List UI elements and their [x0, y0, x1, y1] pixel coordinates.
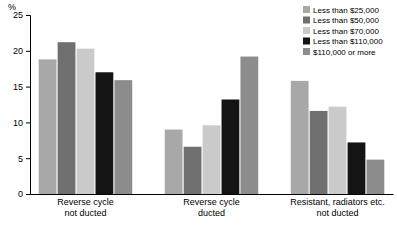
legend-swatch [303, 38, 310, 45]
legend-swatch [303, 6, 310, 13]
legend-item: Less than $50,000 [303, 16, 379, 25]
bar [329, 107, 347, 194]
legend-item: Less than $70,000 [303, 27, 379, 36]
bar [348, 142, 366, 194]
bar [291, 81, 309, 194]
legend-item: Less than $110,000 [303, 37, 383, 46]
bar [367, 160, 385, 194]
series [58, 42, 328, 194]
x-axis-line [31, 194, 394, 195]
bar [222, 99, 240, 194]
bar [114, 80, 132, 194]
x-tick-label: Reverse cyclenot ducted [57, 197, 114, 217]
bar [184, 147, 202, 194]
legend-label: Less than $70,000 [313, 27, 379, 36]
bar [240, 57, 258, 194]
bar [39, 59, 57, 194]
x-tick: Resistant, radiators etc.not ducted [290, 194, 385, 218]
y-tick-label: 20 [13, 46, 23, 56]
y-tick: 10 [13, 118, 30, 128]
legend-swatch [303, 27, 310, 34]
legend-label: $110,000 or more [313, 48, 376, 57]
legend-item: $110,000 or more [303, 48, 376, 57]
bar [310, 111, 328, 194]
series [114, 57, 384, 194]
series [77, 49, 347, 194]
legend: Less than $25,000Less than $50,000 Less t… [303, 6, 383, 57]
bar [95, 72, 113, 194]
y-tick-mark [26, 122, 30, 123]
y-tick: 5 [18, 154, 30, 164]
x-tick-label: Resistant, radiators etc.not ducted [290, 197, 385, 217]
legend-label: Less than $25,000 [313, 6, 379, 15]
y-axis: 0510152025 [13, 10, 31, 199]
bars [39, 42, 385, 194]
chart: 0510152025Reverse cyclenot ductedReverse… [0, 0, 397, 227]
series [95, 72, 365, 194]
y-tick-mark [26, 87, 30, 88]
y-tick-label: 15 [13, 82, 23, 92]
bar [165, 130, 183, 194]
x-tick-label: Reverse cycleducted [183, 197, 240, 217]
y-tick-mark [26, 51, 30, 52]
y-axis-title: % [8, 2, 16, 12]
x-axis: Reverse cyclenot ducted Reverse cycleduct… [31, 194, 394, 218]
y-tick-label: 0 [18, 189, 23, 199]
legend-swatch [303, 17, 310, 24]
legend-swatch [303, 48, 310, 55]
y-tick-mark [26, 194, 30, 195]
y-tick: 15 [13, 82, 30, 92]
y-tick-label: 10 [13, 118, 23, 128]
x-tick: Reverse cyclenot ducted [57, 194, 114, 218]
bar [203, 125, 221, 194]
bar [58, 42, 76, 194]
legend-item: Less than $25,000 [303, 6, 379, 15]
x-tick: Reverse cycleducted [183, 194, 240, 218]
y-tick-mark [26, 158, 30, 159]
legend-label: Less than $50,000 [313, 16, 379, 25]
bar [77, 49, 95, 194]
y-axis-line [26, 16, 31, 195]
legend-label: Less than $110,000 [313, 37, 383, 46]
y-tick: 0 [18, 189, 30, 199]
y-tick-label: 5 [18, 154, 23, 164]
y-tick: 20 [13, 46, 30, 56]
y-tick-mark [26, 15, 30, 16]
plot: 0510152025Reverse cyclenot ductedReverse… [13, 10, 394, 217]
